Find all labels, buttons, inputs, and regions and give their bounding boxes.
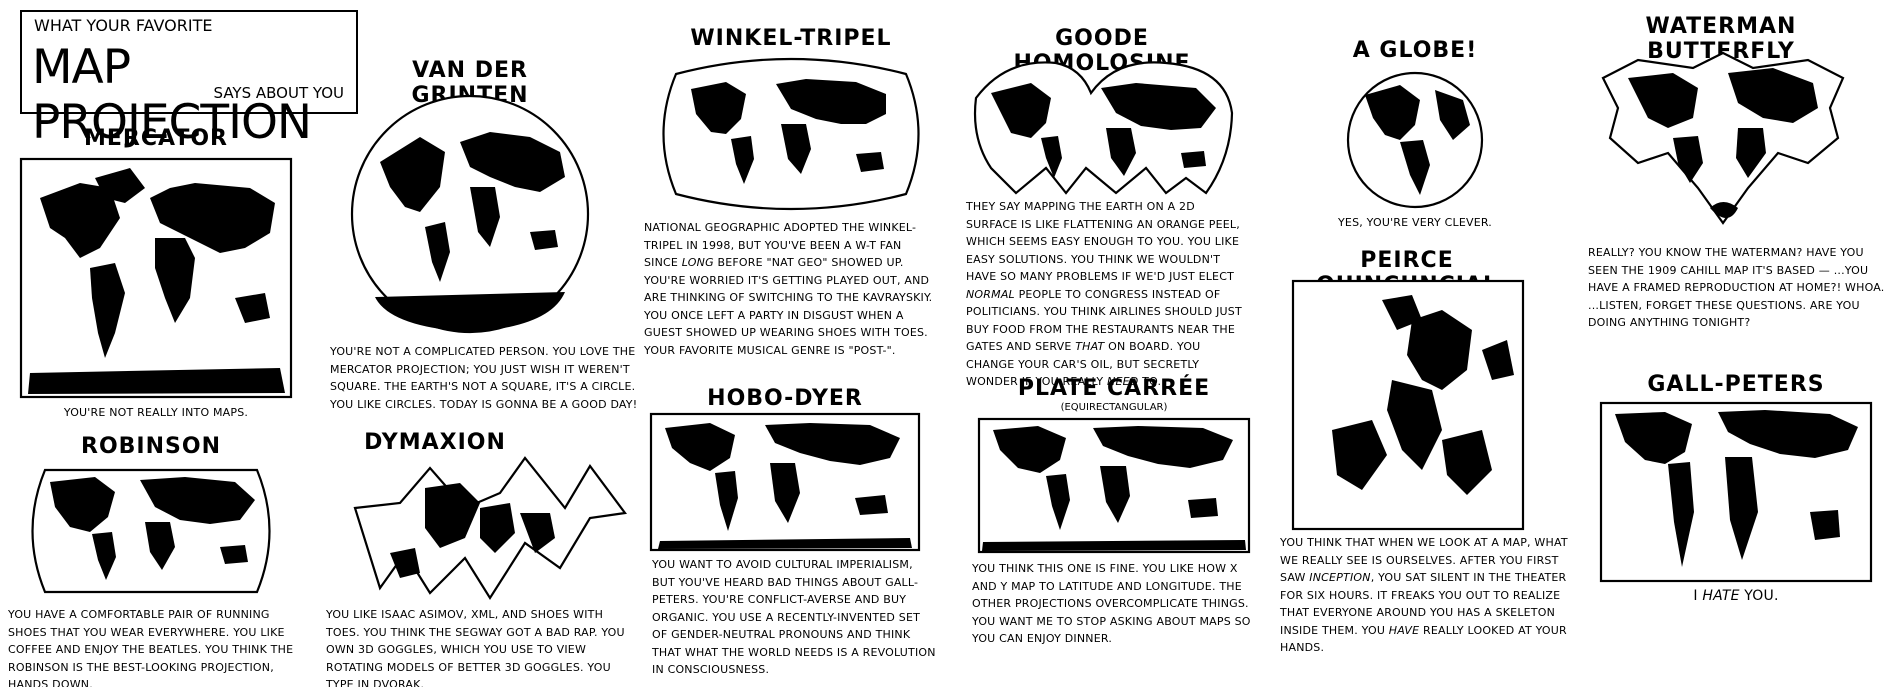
winkel-tripel-title: Winkel-Tripel	[690, 26, 892, 51]
peirce-quincuncial-caption: You think that when we look at a map, wh…	[1280, 536, 1568, 654]
plate-carree-title: Plate Carrée	[1017, 376, 1211, 401]
globe-map	[1346, 71, 1484, 209]
plate-carree-caption: You think this one is fine. You like how…	[972, 562, 1251, 645]
title-top: What your favorite	[34, 16, 213, 35]
goode-homolosine-caption: They say mapping the Earth on a 2D surfa…	[966, 200, 1242, 388]
dymaxion-caption: You like Isaac Asimov, XML, and shoes wi…	[326, 608, 625, 687]
gall-peters-caption: I hate you.	[1693, 588, 1779, 604]
plate-carree-map	[977, 417, 1251, 554]
peirce-quincuncial-map	[1291, 279, 1525, 531]
winkel-tripel-caption: National Geographic adopted the Winkel-T…	[644, 221, 933, 357]
plate-carree-subtitle: (Equirectangular)	[1060, 402, 1168, 413]
winkel-tripel-map	[662, 57, 920, 211]
globe-caption: Yes, you're very clever.	[1338, 216, 1492, 229]
gall-peters-map	[1599, 401, 1873, 583]
title-main: Map Projection	[32, 40, 312, 150]
goode-homolosine-map	[973, 61, 1234, 195]
van-der-grinten-caption: You're not a complicated person. You lov…	[330, 345, 638, 411]
waterman-butterfly-map	[1601, 51, 1845, 225]
robinson-caption: You have a comfortable pair of running s…	[8, 608, 294, 687]
hobo-dyer-title: Hobo-Dyer	[707, 386, 863, 411]
title-bottom: says about you	[213, 84, 344, 102]
mercator-caption: You're not really into maps.	[63, 406, 249, 419]
waterman-butterfly-caption: Really? You know the Waterman? Have you …	[1588, 246, 1885, 329]
hobo-dyer-map	[649, 412, 921, 552]
robinson-title: Robinson	[81, 434, 221, 459]
mercator-map	[19, 157, 293, 399]
hobo-dyer-caption: You want to avoid cultural imperialism, …	[652, 558, 936, 676]
van-der-grinten-map	[350, 94, 590, 334]
title-box: What your favorite Map Projection says a…	[20, 10, 358, 150]
gall-peters-title: Gall-Peters	[1647, 372, 1825, 397]
dymaxion-title: Dymaxion	[364, 430, 506, 455]
mercator-title: Mercator	[84, 126, 228, 151]
globe-title: A Globe!	[1352, 38, 1478, 63]
robinson-map	[31, 468, 271, 594]
dymaxion-map	[353, 456, 627, 601]
